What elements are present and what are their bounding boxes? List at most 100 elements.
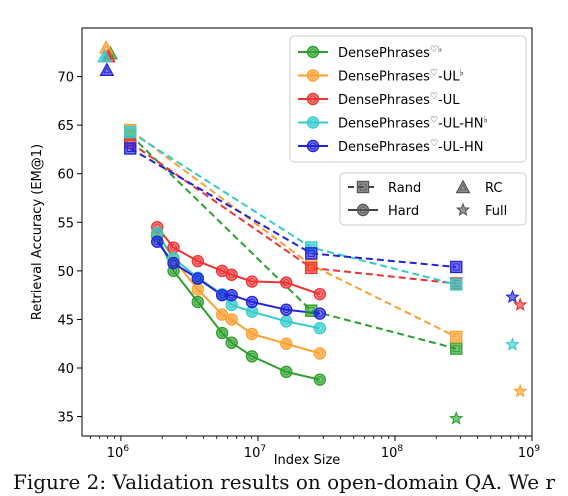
- series-4-ul-hn-rand-point: [450, 278, 463, 291]
- series-3-ul-full-point: [513, 297, 528, 311]
- y-tick-label: 65: [57, 119, 74, 134]
- series-3-ul-hard-point-inner: [316, 290, 324, 298]
- series-2-ul-rc-point-inner: [102, 44, 110, 51]
- legend-item-1-marker-ring: [306, 45, 320, 59]
- series-5-ul-hn-rand-point: [305, 247, 318, 260]
- legend-item-3-marker-inner: [309, 95, 317, 103]
- series-5-ul-hn-hard-point-inner: [228, 291, 236, 299]
- style-rc-marker: [455, 179, 471, 194]
- series-3-ul-hard-line: [156, 226, 321, 296]
- markers: [97, 40, 528, 425]
- series-3-ul-hard-point: [191, 254, 205, 268]
- series-3-ul-hard-point-ring: [225, 268, 238, 281]
- series-5-ul-hn-hard-point: [313, 307, 327, 320]
- series-5-ul-hn-rand-point-box: [450, 260, 463, 274]
- series-2-ul-rand-point: [450, 330, 463, 344]
- series-5-ul-hn-rc-point: [99, 62, 115, 76]
- series-5-ul-hn-hard-point-inner: [282, 306, 290, 314]
- series-4-ul-hn-hard-point-inner: [228, 301, 236, 309]
- style-rand-marker: [356, 180, 370, 194]
- series-3-ul-hard-point-ring: [313, 287, 327, 301]
- series-1--hard-point-ring: [225, 336, 238, 349]
- series-4-ul-hn-full-point: [505, 337, 520, 351]
- legend-item-5-marker: [306, 139, 320, 153]
- y-tick-label: 55: [57, 216, 74, 231]
- series-2-ul-hard-point-ring: [280, 337, 293, 350]
- series-5-ul-hn-hard-point-ring: [313, 307, 327, 320]
- series-2-ul-hard-point-inner: [218, 311, 226, 319]
- series-4-ul-hn-hard-point: [280, 315, 293, 328]
- series-3-ul-hard-point-ring: [245, 275, 259, 288]
- legend-style: Rand Hard RC Full: [339, 172, 527, 226]
- series-5-ul-hn-rand-point: [124, 142, 137, 155]
- series-5-ul-hn-hard-point-ring: [280, 303, 293, 316]
- series-5-ul-hn-hard-point-ring: [167, 256, 180, 270]
- series-5-ul-hn-hard-point: [167, 256, 180, 270]
- series-2-ul-hard-point-inner: [228, 315, 236, 323]
- style-rc-marker-inner: [459, 183, 467, 191]
- series-4-ul-hn-hard-point-inner: [316, 324, 324, 332]
- legend-item-3-marker-ring: [306, 92, 320, 106]
- series-2-ul-hard-point-ring: [215, 308, 229, 321]
- series-4-ul-hn-rand-point-inner: [452, 280, 460, 288]
- series-2-ul-hard-point: [245, 327, 259, 341]
- series-5-ul-hn-rand-point: [450, 260, 463, 274]
- series-2-ul-hard-point: [215, 308, 229, 321]
- legend-item-1-label: DensePhrases♡♭: [338, 45, 442, 61]
- series-1--hard-point-inner: [248, 352, 256, 360]
- series-2-ul-hard-point-inner: [248, 330, 256, 338]
- series-5-ul-hn-hard-point-inner: [248, 298, 256, 306]
- series-4-ul-hn-hard-point-inner: [282, 317, 290, 325]
- series-3-ul-hard-point-inner: [170, 244, 178, 252]
- series-2-ul-hard-point-ring: [245, 327, 259, 341]
- series-1--hard-point-inner: [218, 329, 226, 337]
- series-5-ul-hn-hard-point-inner: [153, 238, 161, 246]
- legend-item-1-marker-inner: [309, 48, 317, 56]
- series-4-ul-hn-rand-point-box: [124, 125, 137, 139]
- legend-item-4-marker-ring: [306, 116, 320, 129]
- series-1--hard-point-ring: [313, 373, 327, 386]
- y-tick-label: 35: [57, 411, 74, 426]
- series-4-ul-hn-rand-point-inner: [126, 128, 134, 136]
- series-2-ul-rand-point-inner: [452, 333, 460, 341]
- series-4-ul-hn-hard-point-ring: [280, 315, 293, 328]
- series-5-ul-hn-hard-point: [191, 272, 205, 285]
- series-5-ul-hn-hard-point-inner: [194, 275, 202, 283]
- style-full-marker: [455, 202, 471, 217]
- series-2-ul-hard-point: [280, 337, 293, 350]
- series-3-ul-rand-point-inner: [307, 264, 315, 272]
- series-2-ul-hard-point-inner: [316, 349, 324, 357]
- series-5-ul-hn-hard-point: [151, 235, 164, 248]
- series-1--full-point: [449, 411, 464, 425]
- plot-frame: [81, 27, 533, 437]
- legend-item-3-marker: [306, 92, 320, 106]
- legend-item-2-marker-inner: [309, 72, 317, 79]
- series-1--rand-line: [129, 134, 457, 350]
- legend-item-1-marker: [306, 45, 320, 59]
- style-hard-marker: [356, 203, 370, 217]
- series-3-ul-hard-point: [167, 241, 180, 254]
- series-3-ul-hard-point: [245, 275, 259, 288]
- series-1--hard-point: [215, 326, 229, 340]
- style-rand-marker-inner: [359, 183, 367, 191]
- legend-item-4-marker: [306, 116, 320, 129]
- series-5-ul-hn-hard-point-ring: [225, 288, 238, 302]
- legend-item-5-label: DensePhrases♡-UL-HN: [338, 139, 483, 155]
- series-5-ul-hn-rand-point-box: [305, 247, 318, 260]
- series-3-ul-hard-point-inner: [248, 278, 256, 286]
- series-2-ul-hard-point-ring: [225, 313, 238, 326]
- series-3-ul-rand-point-box: [305, 261, 318, 275]
- legend-item-5-marker-ring: [306, 139, 320, 153]
- series-5-ul-hn-full-point: [505, 289, 520, 304]
- legend-item-2-label: DensePhrases♡-UL♭: [338, 69, 464, 85]
- series-3-ul-hard-point: [215, 264, 229, 278]
- series-4-ul-hn-hard-point: [313, 321, 327, 335]
- series-1--rand-point-box: [450, 342, 463, 355]
- figure-caption: Figure 2: Validation results on open-dom…: [12, 470, 556, 494]
- series-3-ul-hard-point: [280, 276, 293, 289]
- series-3-ul-hard-point: [225, 268, 238, 281]
- series-4-ul-hn-hard-point-ring: [313, 321, 327, 335]
- series-5-ul-hn-rc-point-inner: [103, 66, 111, 74]
- series-1--hard-point: [225, 336, 238, 349]
- series-2-ul-rand-point-box: [450, 330, 463, 344]
